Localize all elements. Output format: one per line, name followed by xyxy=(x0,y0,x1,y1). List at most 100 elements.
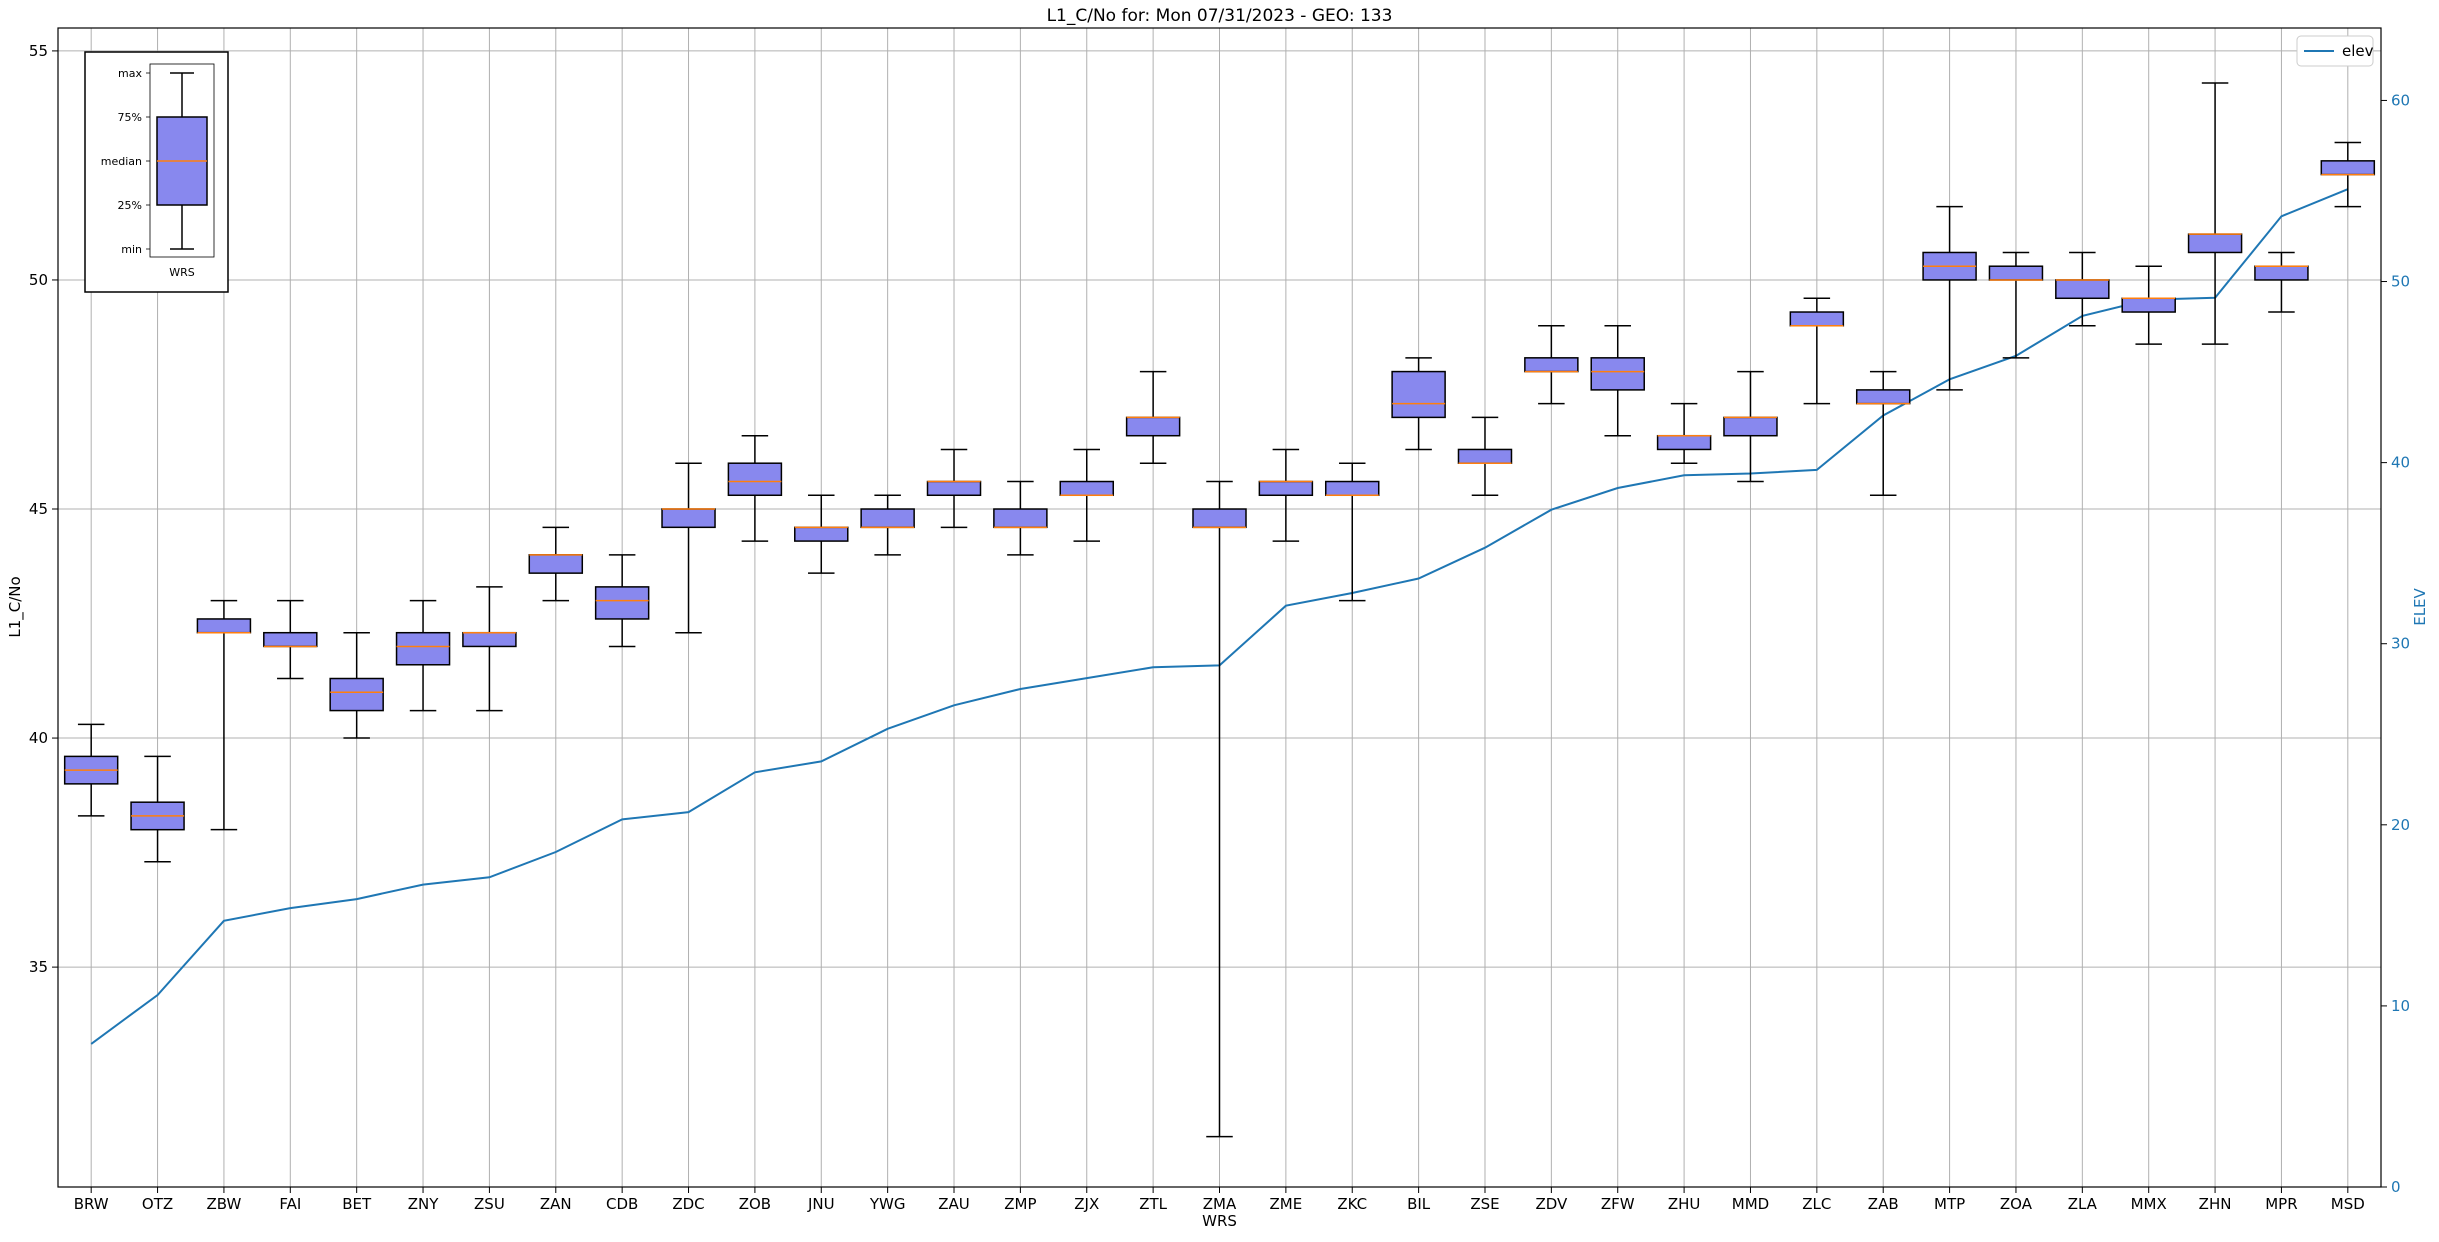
x-tick-label: ZHU xyxy=(1668,1195,1701,1213)
x-tick-label: ZME xyxy=(1270,1195,1303,1213)
box-zma xyxy=(1192,480,1247,1138)
box-otz xyxy=(130,755,185,863)
box-mmd xyxy=(1723,370,1778,483)
box-zdv xyxy=(1524,325,1579,405)
box-iqr xyxy=(528,554,584,574)
x-tick-label: ZJX xyxy=(1074,1195,1099,1213)
box-iqr xyxy=(1391,370,1446,419)
box-cdb xyxy=(594,554,650,648)
box-bet xyxy=(329,631,384,739)
inset-label-75: 75% xyxy=(118,111,142,124)
inset-box-legend: max 75% median 25% min WRS xyxy=(84,51,229,293)
box-iqr xyxy=(1524,357,1579,373)
x-tick-label: BRW xyxy=(74,1195,109,1213)
box-msd xyxy=(2320,141,2376,208)
box-ztl xyxy=(1125,370,1181,464)
box-zny xyxy=(395,599,451,712)
y2-tick-label: 30 xyxy=(2391,635,2410,653)
box-iqr xyxy=(1656,434,1712,451)
box-iqr xyxy=(2055,279,2110,300)
box-mtp xyxy=(1922,205,1977,391)
x-tick-label: MMD xyxy=(1732,1195,1769,1213)
x-axis-label: WRS xyxy=(1202,1212,1237,1230)
box-zkc xyxy=(1324,462,1380,602)
legend-elev: elev xyxy=(2296,35,2374,67)
box-zan xyxy=(528,526,584,602)
y2-tick-label: 40 xyxy=(2391,454,2410,472)
box-iqr xyxy=(1324,480,1380,497)
x-tick-label: CDB xyxy=(606,1195,638,1213)
y-tick-label: 55 xyxy=(29,42,48,60)
x-tick-label: BIL xyxy=(1407,1195,1431,1213)
y-tick-label: 35 xyxy=(29,958,48,976)
x-tick-label: ZNY xyxy=(408,1195,439,1213)
y2-axis-label: ELEV xyxy=(2411,587,2429,625)
y-tick-label: 50 xyxy=(29,271,48,289)
box-zmp xyxy=(993,480,1048,556)
inset-label-max: max xyxy=(118,67,142,80)
inset-label-median: median xyxy=(101,155,142,168)
box-iqr xyxy=(727,462,783,497)
box-iqr xyxy=(329,677,384,712)
x-tick-label: ZLC xyxy=(1802,1195,1831,1213)
box-iqr xyxy=(196,618,252,634)
x-tick-label: OTZ xyxy=(142,1195,173,1213)
inset-axes xyxy=(149,63,215,258)
box-iqr xyxy=(993,508,1048,529)
box-iqr xyxy=(462,631,517,648)
y2-tick-label: 0 xyxy=(2391,1178,2401,1196)
x-tick-label: ZAN xyxy=(540,1195,572,1213)
x-tick-label: ZLA xyxy=(2068,1195,2098,1213)
x-tick-label: JNU xyxy=(807,1195,835,1213)
box-zse xyxy=(1457,416,1513,497)
y-tick-label: 45 xyxy=(29,500,48,518)
box-iqr xyxy=(1059,480,1115,497)
box-iqr xyxy=(594,586,650,620)
x-tick-label: ZHN xyxy=(2199,1195,2232,1213)
y2-tick-label: 20 xyxy=(2391,816,2410,834)
box-jnu xyxy=(794,494,849,574)
chart-title: L1_C/No for: Mon 07/31/2023 - GEO: 133 xyxy=(1047,6,1393,26)
x-tick-label: ZAU xyxy=(938,1195,970,1213)
box-iqr xyxy=(395,631,451,666)
box-iqr xyxy=(1457,448,1513,464)
axis-layer: 35 40 45 50 55 0 10 20 30 40 50 60 BRW OTZ ZBW FAI BET ZN… xyxy=(29,42,2410,1213)
box-zob xyxy=(727,434,783,542)
x-tick-label: ZDC xyxy=(672,1195,704,1213)
x-tick-label: ZFW xyxy=(1601,1195,1635,1213)
box-zla xyxy=(2055,251,2110,327)
x-tick-label: MMX xyxy=(2131,1195,2167,1213)
box-iqr xyxy=(2320,160,2376,176)
box-ywg xyxy=(860,494,915,556)
box-iqr xyxy=(794,526,849,542)
x-tick-label: MPR xyxy=(2265,1195,2297,1213)
x-tick-label: MSD xyxy=(2331,1195,2365,1213)
box-zau xyxy=(926,448,982,529)
y-axis-label: L1_C/No xyxy=(6,576,25,637)
box-iqr xyxy=(2187,233,2243,254)
box-iqr xyxy=(1988,265,2044,281)
box-zhu xyxy=(1656,402,1712,464)
box-zab xyxy=(1855,370,1911,497)
box-zdc xyxy=(661,462,716,634)
box-mpr xyxy=(2254,251,2309,313)
y2-tick-label: 10 xyxy=(2391,997,2410,1015)
x-tick-label: ZTL xyxy=(1139,1195,1167,1213)
box-zsu xyxy=(462,586,517,712)
x-tick-label: YWG xyxy=(869,1195,906,1213)
legend-frame xyxy=(2296,35,2374,67)
box-zlc xyxy=(1789,297,1845,405)
box-iqr xyxy=(1590,357,1645,391)
x-tick-label: ZOB xyxy=(739,1195,771,1213)
box-iqr xyxy=(1789,311,1845,327)
box-iqr xyxy=(2121,297,2176,313)
x-tick-label: ZDV xyxy=(1535,1195,1568,1213)
box-iqr xyxy=(661,508,716,529)
box-zfw xyxy=(1590,325,1645,437)
y-tick-label: 40 xyxy=(29,729,48,747)
box-fai xyxy=(263,599,318,680)
x-tick-label: ZOA xyxy=(2000,1195,2033,1213)
box-zoa xyxy=(1988,251,2044,359)
